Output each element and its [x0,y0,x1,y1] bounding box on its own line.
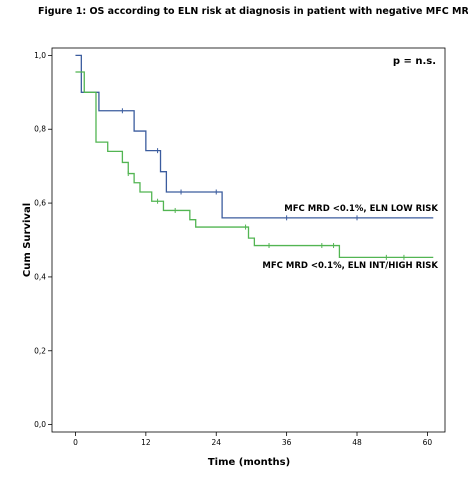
y-tick-label: 0,6 [34,199,46,208]
x-tick-label: 0 [73,438,78,447]
series-line-0 [75,54,434,219]
x-tick-label: 48 [352,438,362,447]
y-tick-label: 0,2 [34,346,46,355]
series-label-low-risk: MFC MRD <0.1%, ELN LOW RISK [284,204,438,214]
x-axis-ticks: 0 12 24 36 48 60 [73,432,432,447]
figure-title: Figure 1: OS according to ELN risk at di… [38,6,468,17]
y-tick-label: 1,0 [34,51,46,60]
x-axis-label: Time (months) [208,457,290,468]
y-axis-label: Cum Survival [22,203,33,277]
y-tick-label: 0,0 [34,420,46,429]
x-tick-label: 24 [211,438,221,447]
y-tick-label: 0,4 [34,272,46,281]
plot-frame [51,47,446,433]
x-tick-label: 12 [141,438,151,447]
y-tick-label: 0,8 [34,125,46,134]
y-axis-ticks: 0,0 0,2 0,4 0,6 0,8 1,0 [34,51,52,429]
series-layer [75,54,434,260]
series-label-int-high-risk: MFC MRD <0.1%, ELN INT/HIGH RISK [262,261,438,271]
x-tick-label: 60 [423,438,433,447]
series-line-1 [75,71,434,259]
x-tick-label: 36 [282,438,292,447]
p-value-annotation: p = n.s. [393,56,436,67]
